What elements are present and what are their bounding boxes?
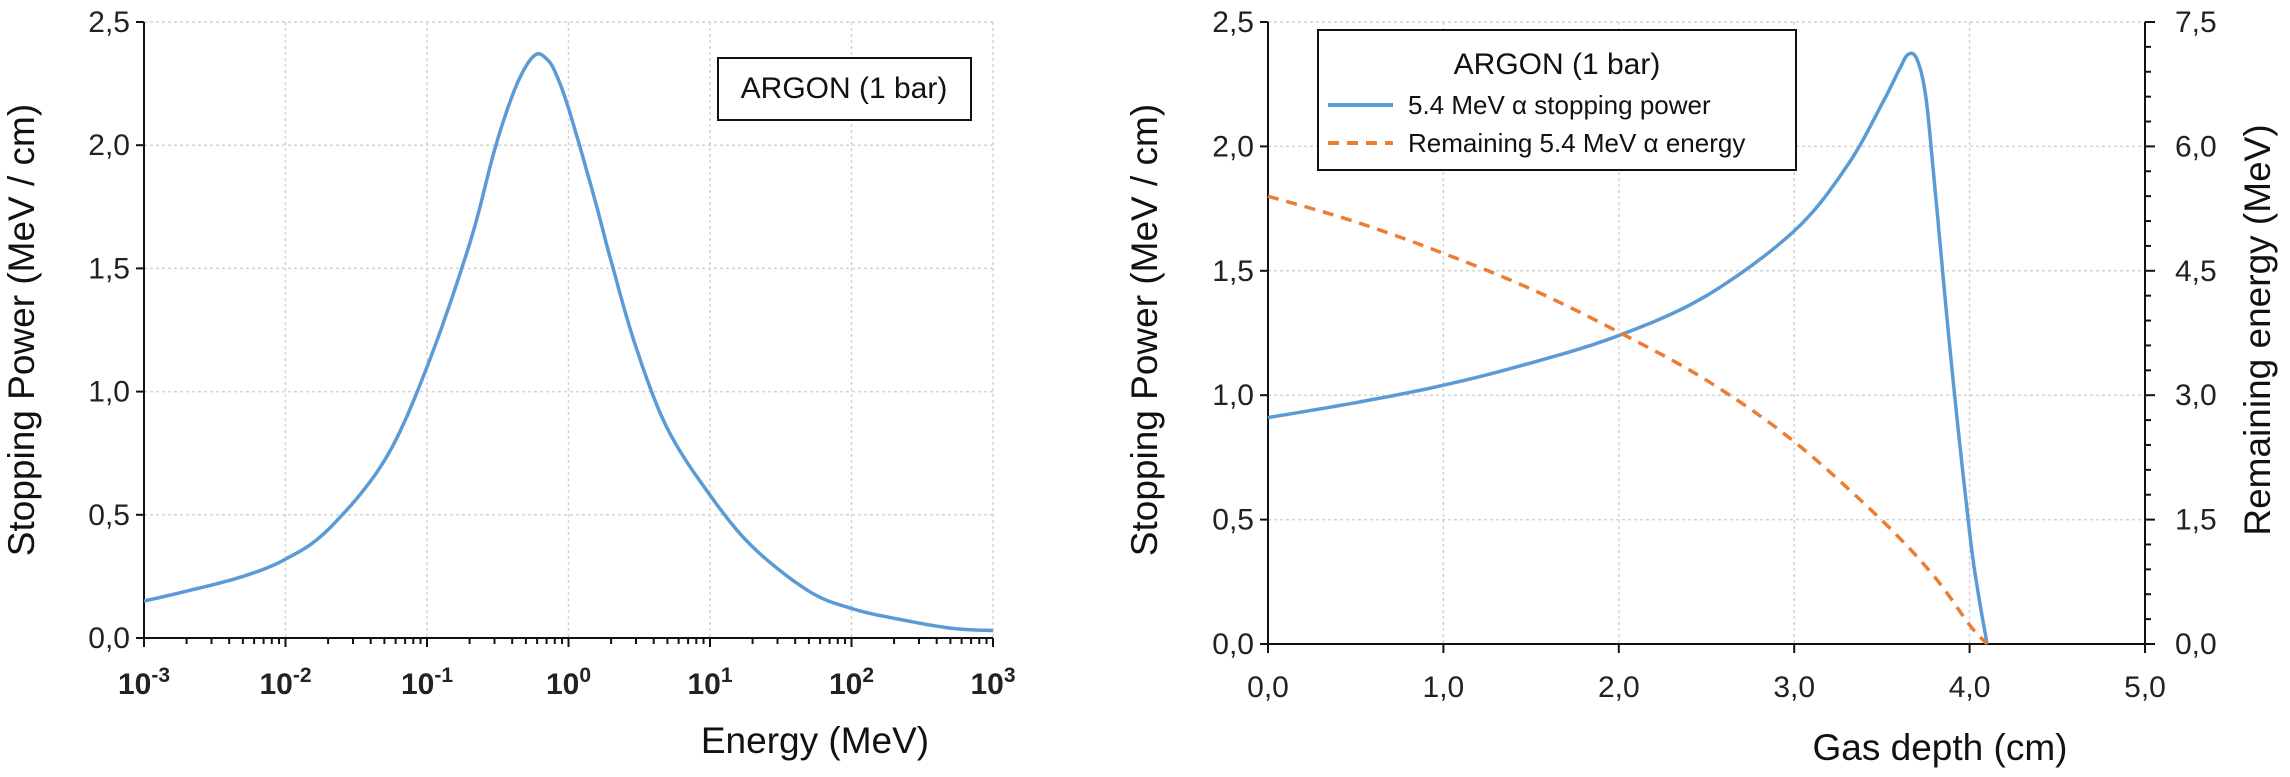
left-x-tick-label: 10-3 [118,664,170,701]
right-y-tick-label: 0,0 [1212,628,1254,661]
legend-label-remaining-energy: Remaining 5.4 MeV α energy [1408,128,1745,158]
chart-right: 0,0 0,5 1,0 1,5 2,0 2,5 0,0 1,5 3,0 4,5 6,0 7,5 0,… [1124,6,2278,768]
right-y-axis-title: Stopping Power (MeV / cm) [1124,104,1165,556]
legend-label-stopping-power: 5.4 MeV α stopping power [1408,90,1711,120]
right-legend-title: ARGON (1 bar) [1454,48,1661,81]
left-x-axis-title: Energy (MeV) [701,720,929,761]
left-x-tick-label: 10-2 [259,664,311,701]
right-y2-axis-title: Remaining energy (MeV) [2237,124,2278,535]
right-x-tick-label: 3,0 [1773,671,1815,704]
right-x-tick-label: 1,0 [1423,671,1465,704]
left-x-tick-label: 100 [546,664,591,701]
right-y2-tick-labels: 0,0 1,5 3,0 4,5 6,0 7,5 [2175,6,2217,661]
right-y2-tick-label: 0,0 [2175,628,2217,661]
left-annotation-box: ARGON (1 bar) [717,57,972,121]
right-x-tick-label: 0,0 [1247,671,1289,704]
right-y2-tick-label: 7,5 [2175,6,2217,39]
left-y-tick-label: 1,5 [88,252,130,285]
right-y2-tick-label: 3,0 [2175,379,2217,412]
left-y-tick-labels: 0,0 0,5 1,0 1,5 2,0 2,5 [88,6,130,655]
right-x-tick-label: 5,0 [2124,671,2166,704]
left-x-tick-label: 103 [970,664,1015,701]
right-x-tick-labels: 0,0 1,0 2,0 3,0 4,0 5,0 [1247,671,2166,704]
left-y-tick-label: 2,0 [88,129,130,162]
right-y-tick-label: 0,5 [1212,504,1254,537]
left-y-axis-title: Stopping Power (MeV / cm) [1,104,42,556]
left-annotation-text: ARGON (1 bar) [741,72,948,105]
right-remaining-energy-line [1267,194,1989,646]
right-x-tick-label: 2,0 [1598,671,1640,704]
right-y-tick-labels: 0,0 0,5 1,0 1,5 2,0 2,5 [1212,6,1254,661]
chart-left: 0,0 0,5 1,0 1,5 2,0 2,5 10-3 10-2 10-1 100 101 102… [1,6,1016,761]
left-y-tick-label: 0,5 [88,499,130,532]
left-y-tick-label: 0,0 [88,622,130,655]
right-legend-frame [1317,29,1797,171]
right-y2-tick-label: 1,5 [2175,504,2217,537]
right-legend: ARGON (1 bar) 5.4 MeV α stopping power R… [1317,29,1797,171]
right-x-axis-title: Gas depth (cm) [1813,727,2068,768]
right-x-tick-label: 4,0 [1949,671,1991,704]
right-y-tick-label: 1,5 [1212,255,1254,288]
left-y-tick-label: 1,0 [88,376,130,409]
right-y-tick-label: 2,5 [1212,6,1254,39]
right-y2-tick-label: 6,0 [2175,130,2217,163]
right-y2-tick-label: 4,5 [2175,255,2217,288]
left-x-tick-labels: 10-3 10-2 10-1 100 101 102 103 [118,664,1016,701]
left-gridlines [136,21,994,647]
left-stopping-power-line [143,52,994,633]
right-stopping-power-line [1267,51,1989,645]
left-y-tick-label: 2,5 [88,6,130,39]
left-x-tick-label: 102 [829,664,874,701]
left-annotation-frame [717,57,972,121]
left-x-tick-label: 101 [687,664,732,701]
right-y-tick-label: 1,0 [1212,379,1254,412]
right-y-tick-label: 2,0 [1212,130,1254,163]
left-x-tick-label: 10-1 [401,664,453,701]
